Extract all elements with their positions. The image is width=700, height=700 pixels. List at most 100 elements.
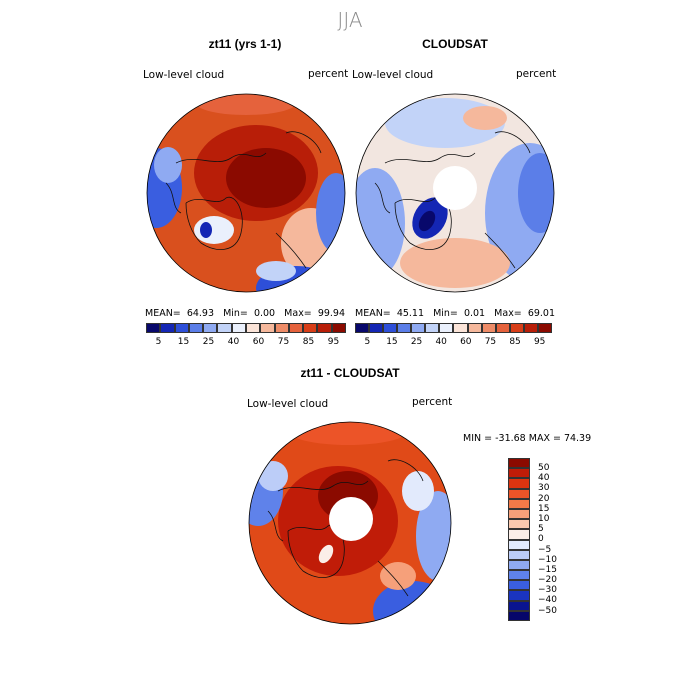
panel1-colorbar-swatch [146, 323, 161, 333]
panel3-colorbar-tick-label: −5 [538, 544, 552, 555]
panel2-blob-deepblue [418, 210, 436, 232]
panel1-blob-lightblue-bottom [256, 261, 296, 281]
panel1-colorbar-tick-label: 5 [155, 337, 162, 347]
panel2-colorbar-swatch [467, 323, 482, 333]
panel2-coastlines [374, 131, 531, 269]
panel1-coastlines [165, 131, 322, 269]
panel3-minmax: MIN = -31.68 MAX = 74.39 [463, 433, 592, 444]
panel3-colorbar-swatch [508, 519, 530, 530]
panel2-blob-peach-top [463, 106, 507, 130]
panel3-colorbar-tick-label: 10 [538, 513, 550, 524]
panel2-colorbar-swatch [355, 323, 370, 333]
panel1-variable-label: Low-level cloud [143, 69, 225, 81]
panel3-colorbar-tick-label: 30 [538, 483, 550, 494]
panel1-colorbar [146, 323, 346, 333]
panel3-colorbar-swatch [508, 539, 530, 550]
panel3-colorbar [508, 458, 530, 621]
panel1-colorbar-tick-label: 40 [227, 337, 240, 347]
panel1-colorbar-swatch [260, 323, 275, 333]
panel3-colorbar-swatch [508, 610, 530, 621]
panel2-colorbar-swatch [369, 323, 384, 333]
panel1-blob-greenland-core [200, 222, 212, 238]
panel3-units-label: percent [412, 396, 453, 408]
panel1-blob-blue-left2 [154, 147, 182, 183]
panel1-colorbar-swatch [245, 323, 261, 333]
panel3-colorbar-tick-label: 50 [538, 463, 550, 473]
panel1-colorbar-swatch [231, 323, 246, 333]
panel2-min: 0.01 [463, 308, 486, 319]
panel2-colorbar-tick-label: 75 [484, 337, 497, 347]
panel3-colorbar-tick-label: −50 [538, 605, 557, 616]
panel2-colorbar [355, 323, 552, 333]
panel1-mean: 64.93 [186, 308, 215, 319]
panel3-colorbar-tick-label: 5 [538, 524, 544, 535]
panel2-map-outline [355, 93, 555, 293]
panel2-blob-blue-right2 [518, 153, 554, 233]
panel1-min: 0.00 [253, 308, 276, 319]
panel2-colorbar-swatch [439, 323, 454, 333]
panel1-colorbar-swatch [217, 323, 232, 333]
panel3-colorbar-swatch [508, 570, 530, 581]
season-title: JJA [337, 8, 363, 32]
panel3-variable-label: Low-level cloud [247, 398, 329, 410]
panel2-blob-blue-left [356, 168, 405, 278]
panel3-blob-white [318, 544, 334, 564]
panel3-colorbar-swatch [508, 498, 530, 509]
panel3-colorbar-swatch [508, 488, 530, 499]
panel3-colorbar-swatch [508, 529, 530, 540]
panel1-max: 99.94 [317, 308, 346, 319]
panel2-colorbar-swatch [537, 323, 552, 333]
panel3-colorbar-tick-label: 40 [538, 473, 550, 484]
panel1-colorbar-tick-label: 15 [177, 337, 190, 347]
panel3-colorbar-tick-label: −20 [538, 575, 557, 586]
panel2-polar-hole [433, 166, 477, 210]
panel3-colorbar-swatch [508, 468, 530, 479]
panel1-blob-deepred [226, 148, 306, 208]
panel2-colorbar-tick-label: 25 [410, 337, 423, 347]
panel2-mean: 45.11 [396, 308, 425, 319]
panel3-colorbar-tick-label: 15 [538, 503, 550, 514]
panel3-colorbar-tick-label: −30 [538, 585, 557, 596]
panel1-colorbar-swatch [160, 323, 175, 333]
panel1-colorbar-swatch [288, 323, 304, 333]
panel1-blob-blue-right [316, 173, 345, 253]
panel3-colorbar-swatch [508, 458, 530, 469]
panel1-colorbar-tick-label: 60 [252, 337, 265, 347]
panel2-colorbar-swatch [453, 323, 468, 333]
panel1-colorbar-swatch [331, 323, 346, 333]
panel3-colorbar-swatch [508, 590, 530, 601]
panel2-colorbar-swatch [523, 323, 538, 333]
panel3-colorbar-tick-label: 20 [538, 493, 550, 504]
panel3-colorbar-swatch [508, 559, 530, 571]
panel1-title: zt11 (yrs 1-1) [208, 37, 282, 51]
panel3-colorbar-ticks: 50 40 30 20 15 10 5 0 −5 −10 −15 −20 −30 −40 −50 [538, 458, 557, 616]
panel2-colorbar-swatch [383, 323, 398, 333]
panel3-map [248, 421, 452, 625]
panel1-colorbar-ticks: 5 15 25 40 60 75 85 95 [146, 337, 346, 347]
panel3-colorbar-swatch [508, 549, 530, 560]
panel3-colorbar-swatch [508, 508, 530, 520]
panel2-colorbar-swatch [509, 323, 524, 333]
panel3-blob-blue-bottom [373, 581, 451, 624]
panel2-colorbar-tick-label: 60 [460, 337, 472, 347]
panel3-title: zt11 - CLOUDSAT [300, 366, 400, 380]
panel1-colorbar-tick-label: 85 [302, 337, 315, 347]
panel3-colorbar-swatch [508, 600, 530, 611]
panel1-map [146, 93, 346, 293]
panel3-colorbar-tick-label: −10 [538, 554, 557, 565]
panel2-colorbar-swatch [397, 323, 412, 333]
panel1-units-label: percent [308, 68, 349, 80]
panel2-colorbar-tick-label: 40 [435, 337, 447, 347]
panel1-colorbar-tick-label: 75 [277, 337, 290, 347]
panel3-colorbar-swatch [508, 580, 530, 591]
panel2-max: 69.01 [527, 308, 556, 319]
panel2-map [355, 93, 555, 293]
panel3-colorbar-swatch [508, 478, 530, 489]
panel2-colorbar-tick-label: 85 [509, 337, 521, 347]
panel1-colorbar-swatch [303, 323, 318, 333]
panel1-stats: MEAN= 64.93 Min= 0.00 Max= 99.94 [145, 308, 346, 319]
panel3-map-outline [248, 421, 452, 625]
panel2-colorbar-tick-label: 15 [386, 337, 398, 347]
panel2-colorbar-swatch [481, 323, 496, 333]
panel1-colorbar-tick-label: 25 [202, 337, 215, 347]
